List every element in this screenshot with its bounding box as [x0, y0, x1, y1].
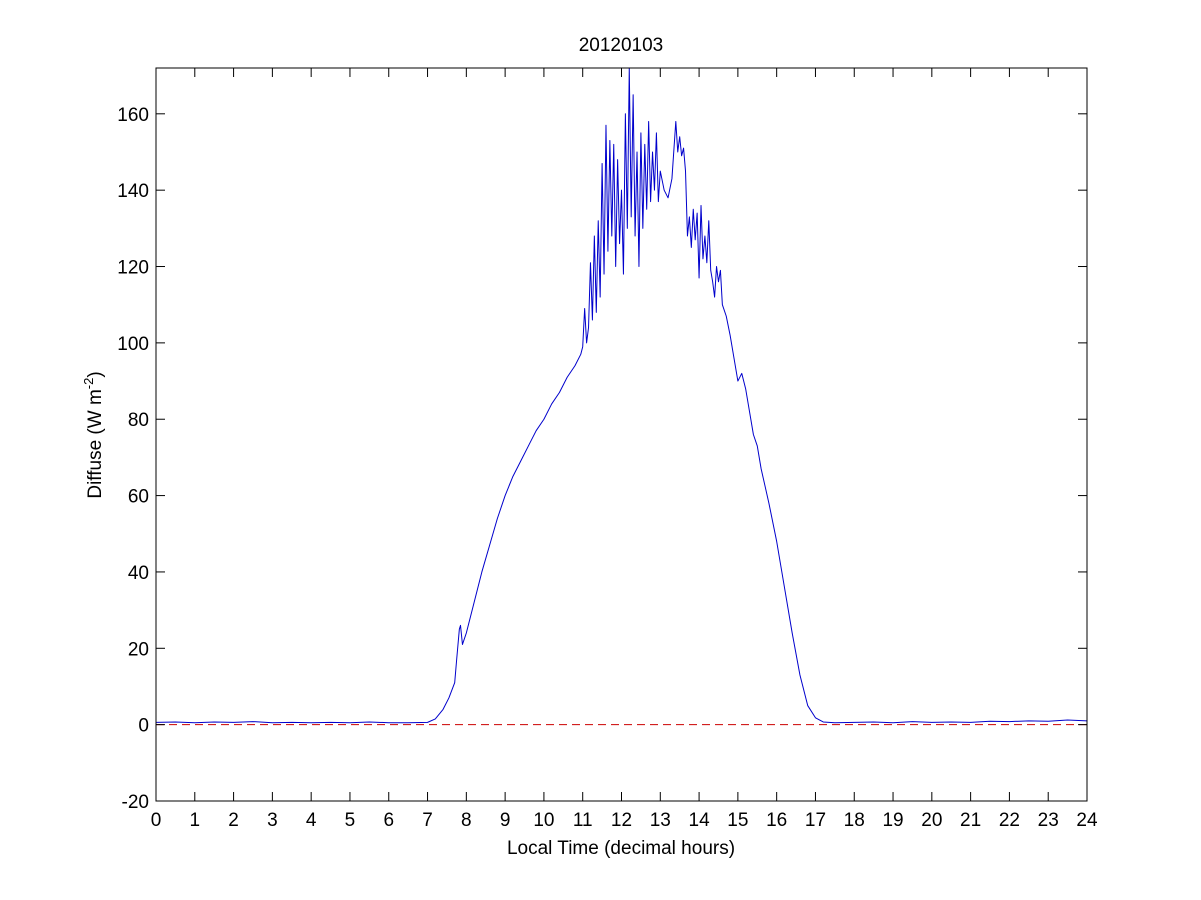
- x-tick-label: 8: [461, 810, 472, 831]
- x-tick-label: 17: [805, 810, 826, 831]
- x-tick-label: 21: [960, 810, 981, 831]
- y-tick-label: 80: [128, 410, 149, 431]
- x-tick-label: 20: [921, 810, 942, 831]
- x-tick-label: 10: [533, 810, 554, 831]
- x-tick-label: 18: [844, 810, 865, 831]
- x-tick-label: 9: [500, 810, 511, 831]
- y-axis-label-superscript: -2: [81, 378, 96, 390]
- x-tick-label: 2: [228, 810, 239, 831]
- y-tick-label: -20: [122, 792, 149, 813]
- chart-title: 20120103: [579, 35, 664, 56]
- x-tick-label: 11: [573, 810, 593, 831]
- x-tick-label: 6: [383, 810, 394, 831]
- x-tick-label: 12: [611, 810, 632, 831]
- x-tick-label: 23: [1038, 810, 1059, 831]
- x-tick-label: 15: [727, 810, 748, 831]
- y-tick-label: 120: [117, 258, 149, 279]
- y-tick-label: 140: [117, 181, 149, 202]
- y-tick-label: 20: [128, 639, 149, 660]
- x-tick-label: 19: [882, 810, 903, 831]
- x-tick-label: 24: [1076, 810, 1098, 831]
- y-axis-label: Diffuse (W m-2): [81, 371, 106, 498]
- x-tick-label: 13: [650, 810, 671, 831]
- y-tick-label: 60: [128, 487, 149, 508]
- x-tick-label: 0: [151, 810, 162, 831]
- diffuse-irradiance-line: [156, 68, 1087, 724]
- x-tick-label: 16: [766, 810, 787, 831]
- x-axis-label: Local Time (decimal hours): [507, 838, 735, 859]
- x-tick-label: 7: [422, 810, 433, 831]
- x-tick-label: 14: [689, 810, 711, 831]
- x-tick-label: 22: [999, 810, 1020, 831]
- x-tick-label: 4: [306, 810, 317, 831]
- y-tick-label: 40: [128, 563, 149, 584]
- y-axis-label-close: ): [85, 371, 106, 377]
- x-tick-label: 1: [190, 810, 201, 831]
- y-tick-label: 0: [138, 716, 149, 737]
- y-tick-label: 100: [117, 334, 149, 355]
- x-tick-label: 5: [345, 810, 356, 831]
- y-tick-label: 160: [117, 105, 149, 126]
- y-axis-label-main: Diffuse (W m: [85, 389, 106, 498]
- x-tick-label: 3: [267, 810, 278, 831]
